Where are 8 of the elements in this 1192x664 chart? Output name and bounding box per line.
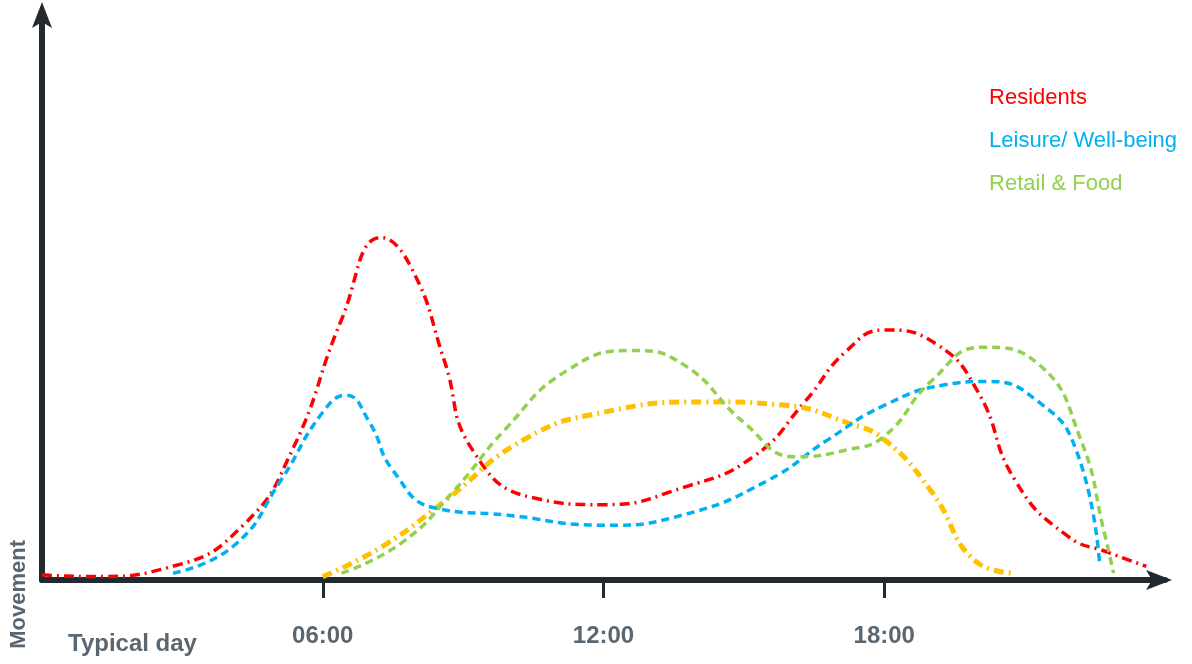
x-axis-title: Typical day	[68, 628, 198, 656]
text: Retail & Food	[989, 169, 1123, 195]
y-axis-title: Movement	[4, 539, 30, 649]
x-tick-label: 06:00	[292, 620, 354, 648]
x-tick-label: 12:00	[572, 620, 635, 648]
x-tick-label: 18:00	[853, 620, 915, 648]
text: Residents	[989, 83, 1087, 109]
text: Leisure/ Well-being	[989, 126, 1178, 152]
